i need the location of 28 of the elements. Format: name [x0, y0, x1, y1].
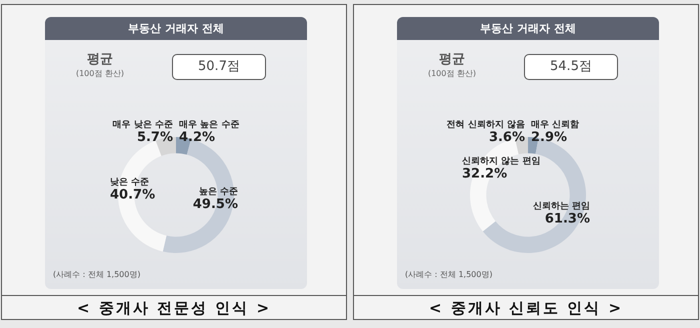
text: < 중개사 전문성 인식 > [2, 295, 346, 320]
data-label: 61.3% [544, 212, 590, 227]
slice-label: 매우 낮은 수준 [112, 120, 173, 130]
chart-title: 부동산 거래자 전체 [45, 17, 307, 40]
data-label: 32.2% [462, 166, 508, 182]
slice-label: 높은 수준 [198, 187, 238, 198]
text: 50.7점 [172, 54, 266, 80]
slice-label: 신뢰하지 않는 편임 [462, 156, 540, 166]
slice-label: 신뢰하는 편임 [532, 202, 590, 212]
text: (100점 환산) [74, 68, 126, 79]
slice-label: 매우 신뢰함 [531, 120, 580, 130]
data-label: 2.9% [531, 130, 568, 145]
text: < 중개사 신뢰도 인식 > [354, 295, 698, 320]
data-label: 3.6% [488, 130, 525, 145]
data-label: 4.2% [179, 130, 216, 145]
chart-title: 부동산 거래자 전체 [397, 17, 659, 40]
text: (사례수 : 전체 1,500명) [53, 269, 140, 280]
slice-label: 매우 높은 수준 [179, 120, 240, 130]
data-label: 49.5% [192, 197, 238, 212]
text: 평균 [438, 51, 466, 68]
text: (사례수 : 전체 1,500명) [405, 269, 492, 280]
text: 평균 [86, 51, 114, 68]
text: (100점 환산) [426, 68, 478, 79]
slice-label: 낮은 수준 [110, 177, 150, 188]
data-label: 5.7% [136, 130, 173, 145]
text: 54.5점 [524, 54, 618, 80]
slice-label: 전혀 신뢰하지 않음 [446, 120, 525, 130]
data-label: 40.7% [110, 187, 156, 202]
